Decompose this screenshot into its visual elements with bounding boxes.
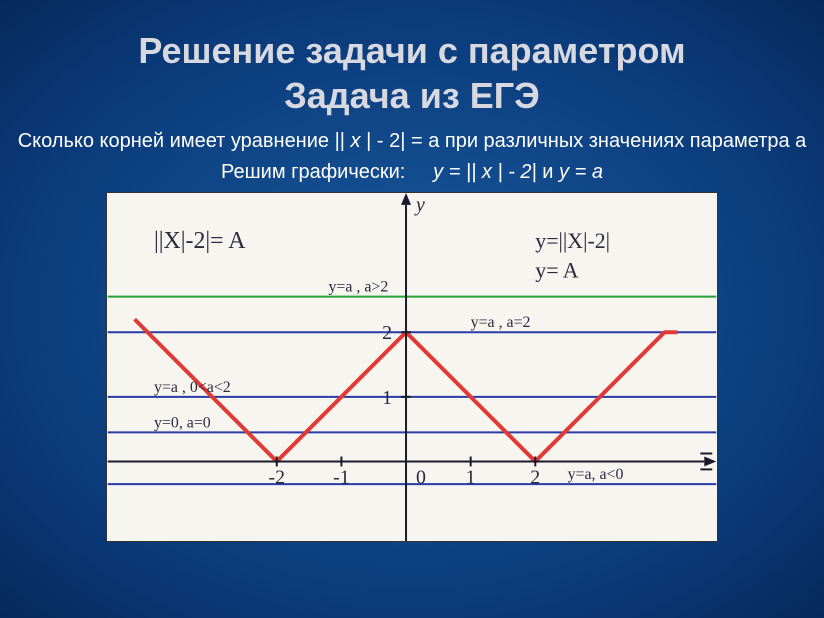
title-line-2: Задача из ЕГЭ [0,73,824,118]
svg-text:2: 2 [382,322,392,344]
title-line-1: Решение задачи с параметром [0,28,824,73]
svg-text:-2: -2 [268,466,285,488]
chart-svg: -2 -1 1 2 1 2 0 y y=a , a>2 y=a , a=2 y=a , 0<a<2 y… [107,193,717,541]
svg-text:y= A: y= A [535,258,579,282]
svg-text:2: 2 [530,466,540,488]
question-text: Сколько корней имеет уравнение || x | - … [0,128,824,155]
svg-text:y=a , 0<a<2: y=a , 0<a<2 [154,379,231,396]
svg-text:||X|-2|= A: ||X|-2|= A [154,228,246,254]
svg-text:y=a , a=2: y=a , a=2 [471,314,531,331]
svg-text:y=0, a=0: y=0, a=0 [154,414,211,431]
svg-text:y=||X|-2|: y=||X|-2| [535,229,610,253]
svg-text:1: 1 [382,387,392,409]
chart-container: -2 -1 1 2 1 2 0 y y=a , a>2 y=a , a=2 y=a , 0<a<2 y… [106,192,718,542]
solve-line: Решим графически: y = || x | - 2| и y = … [0,161,824,184]
svg-text:y=a, a<0: y=a, a<0 [568,466,624,483]
svg-text:0: 0 [416,466,426,488]
svg-text:y: y [414,194,425,216]
svg-text:1: 1 [466,466,476,488]
svg-text:y=a , a>2: y=a , a>2 [328,279,388,296]
svg-text:-1: -1 [333,466,350,488]
